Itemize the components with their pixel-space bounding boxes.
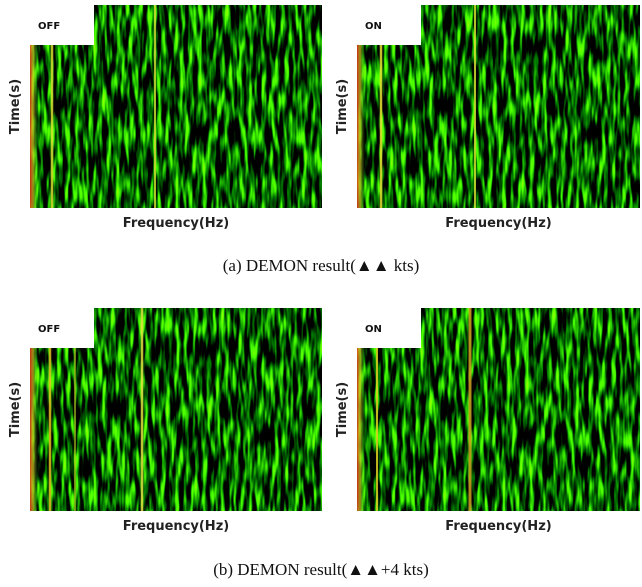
mode-tag: ON bbox=[365, 21, 382, 32]
mode-tag: OFF bbox=[38, 324, 60, 335]
y-axis-label: Time(s) bbox=[335, 382, 350, 437]
spectrogram-panel: OFF bbox=[30, 308, 322, 511]
mode-tag-box bbox=[30, 5, 94, 45]
spectrogram-panel: ON bbox=[357, 5, 640, 208]
mode-tag: OFF bbox=[38, 21, 60, 32]
x-axis-label: Frequency(Hz) bbox=[123, 216, 229, 231]
mode-tag-box bbox=[357, 5, 421, 45]
spectrogram-edge bbox=[30, 308, 38, 511]
y-axis-label: Time(s) bbox=[8, 382, 23, 437]
y-axis-label: Time(s) bbox=[335, 79, 350, 134]
mode-tag-box bbox=[357, 308, 421, 348]
caption: (b) DEMON result(▲▲+4 kts) bbox=[213, 560, 429, 579]
spectrogram-edge bbox=[357, 5, 365, 208]
y-axis-label: Time(s) bbox=[8, 79, 23, 134]
mode-tag: ON bbox=[365, 324, 382, 335]
spectrogram-panel: ON bbox=[357, 308, 640, 511]
mode-tag-box bbox=[30, 308, 94, 348]
spectrogram-edge bbox=[30, 5, 38, 208]
x-axis-label: Frequency(Hz) bbox=[123, 519, 229, 534]
x-axis-label: Frequency(Hz) bbox=[445, 216, 551, 231]
x-axis-label: Frequency(Hz) bbox=[445, 519, 551, 534]
spectrogram-panel: OFF bbox=[30, 5, 322, 208]
spectrogram-edge bbox=[357, 308, 365, 511]
caption: (a) DEMON result(▲▲ kts) bbox=[223, 256, 420, 275]
